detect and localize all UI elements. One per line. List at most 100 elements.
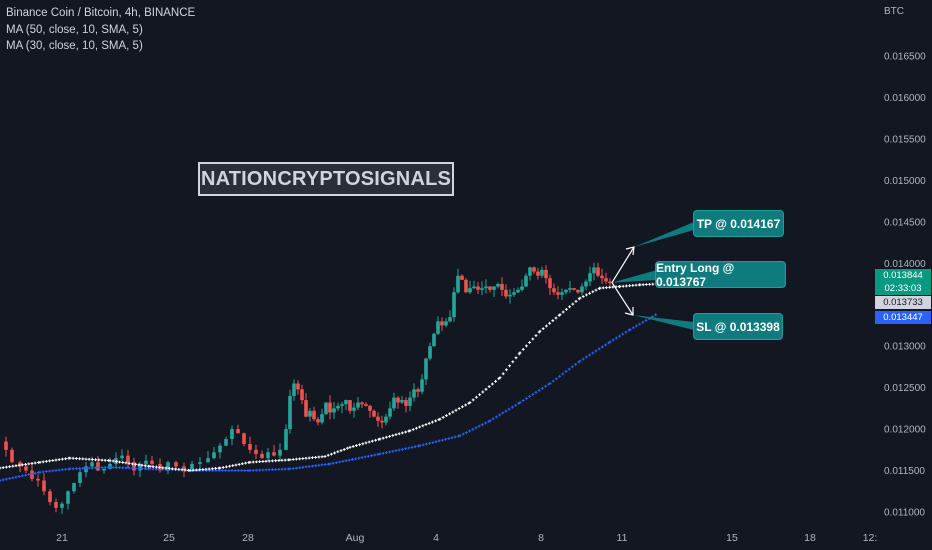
candle-body: [588, 273, 592, 282]
candle-body: [102, 468, 106, 471]
ma-blue-point: [317, 463, 321, 467]
candle-body: [472, 286, 476, 289]
ma-white-point: [471, 398, 475, 402]
ma-blue-point: [68, 467, 72, 471]
ma-white-point: [364, 441, 368, 445]
ma-white-point: [457, 407, 461, 410]
ma-white-point: [121, 461, 125, 464]
ma-white-point: [518, 351, 522, 355]
ma-blue-point: [541, 386, 544, 390]
ma-blue-point: [360, 456, 364, 459]
ma-blue-point: [108, 465, 112, 469]
candle-body: [356, 402, 360, 408]
ma-blue-point: [631, 326, 635, 330]
candle-body: [242, 433, 246, 445]
ma-blue-point: [307, 465, 311, 468]
ma-white-point: [491, 382, 494, 386]
ma-blue-point: [91, 466, 94, 470]
ma-white-point: [255, 460, 258, 464]
ma-blue-point: [574, 362, 577, 366]
ma-white-point: [237, 462, 241, 466]
ma-blue-point: [45, 470, 48, 473]
ma-blue-point: [418, 444, 422, 448]
ma-white-point: [591, 290, 595, 294]
y-tick-label: 0.015500: [884, 134, 926, 145]
ma-blue-point: [344, 459, 348, 463]
ma-white-point: [45, 459, 48, 463]
ma-white-point: [124, 461, 128, 465]
candle-body: [206, 458, 210, 463]
candle-body: [460, 275, 464, 280]
ma-white-point: [140, 463, 144, 467]
ma-blue-point: [558, 374, 561, 378]
ma-white-point: [204, 467, 208, 471]
ma-blue-point: [618, 334, 621, 338]
ma-white-point: [64, 457, 67, 461]
candle-body: [416, 389, 420, 392]
ma-white-point: [381, 436, 385, 440]
ma-white-point: [487, 385, 491, 389]
sl-callout[interactable]: SL @ 0.013398: [693, 313, 783, 340]
ma-blue-point: [447, 437, 451, 440]
ma-blue-point: [103, 466, 107, 469]
ma-blue-point: [14, 475, 18, 479]
ma-blue-point: [127, 466, 131, 470]
ma-white-point: [421, 424, 425, 428]
tp-callout[interactable]: TP @ 0.014167: [693, 210, 784, 237]
ma50-legend-item[interactable]: MA (50, close, 10, SMA, 5): [6, 23, 143, 36]
ma-white-point: [38, 460, 42, 464]
ma-white-point: [320, 455, 324, 459]
ma-blue-point: [444, 437, 447, 441]
candle-body: [364, 404, 368, 406]
ma-white-point: [231, 464, 235, 467]
ma-white-point: [401, 431, 404, 435]
entry-callout[interactable]: Entry Long @ 0.013767: [655, 261, 786, 289]
ma-blue-point: [498, 413, 501, 417]
candle-body: [532, 267, 536, 272]
ma-white-point: [551, 319, 555, 323]
candle-body: [266, 452, 270, 459]
ma-blue-point: [258, 468, 261, 472]
ma-blue-point: [115, 466, 118, 469]
ma-white-point: [211, 467, 214, 471]
ma-white-point: [571, 302, 575, 306]
candle-body: [144, 460, 148, 464]
ma-blue-point: [578, 359, 582, 363]
candle-body: [504, 289, 508, 297]
y-tick-label: 0.016500: [884, 52, 926, 63]
ma-blue-point: [528, 395, 531, 398]
ma-blue-point: [410, 445, 414, 449]
candle-body: [420, 379, 424, 392]
ma-blue-point: [341, 459, 345, 463]
ma-blue-point: [608, 340, 612, 344]
x-tick-label: Aug: [346, 532, 365, 544]
ma-white-point: [498, 376, 502, 380]
candle-body: [516, 289, 520, 293]
ma-blue-point: [240, 469, 243, 472]
candle-body: [224, 439, 228, 446]
ma-blue-point: [248, 469, 252, 472]
ma-white-point: [277, 459, 281, 462]
ma-blue-point: [465, 431, 468, 434]
ma-white-point: [346, 446, 349, 450]
ma-white-point: [374, 438, 377, 442]
ma-white-point: [408, 429, 412, 433]
ma-white-point: [339, 449, 343, 453]
ma-white-point: [301, 457, 305, 460]
candle-body: [572, 288, 576, 290]
ma30-legend-item[interactable]: MA (30, close, 10, SMA, 5): [6, 40, 143, 52]
candle-body: [272, 452, 276, 456]
ma-blue-point: [525, 397, 528, 400]
ma-blue-point: [94, 466, 97, 470]
ma-blue-point: [388, 450, 391, 454]
ma-white-point: [307, 456, 311, 460]
ma-white-point: [394, 433, 398, 437]
ma-white-point: [628, 284, 631, 288]
candle-body: [328, 402, 332, 413]
ma-white-point: [167, 466, 171, 470]
symbol-title[interactable]: Binance Coin / Bitcoin, 4h, BINANCE: [6, 7, 196, 19]
ma-white-point: [111, 459, 115, 463]
ma-white-point: [134, 462, 137, 466]
ma-blue-point: [354, 457, 357, 461]
